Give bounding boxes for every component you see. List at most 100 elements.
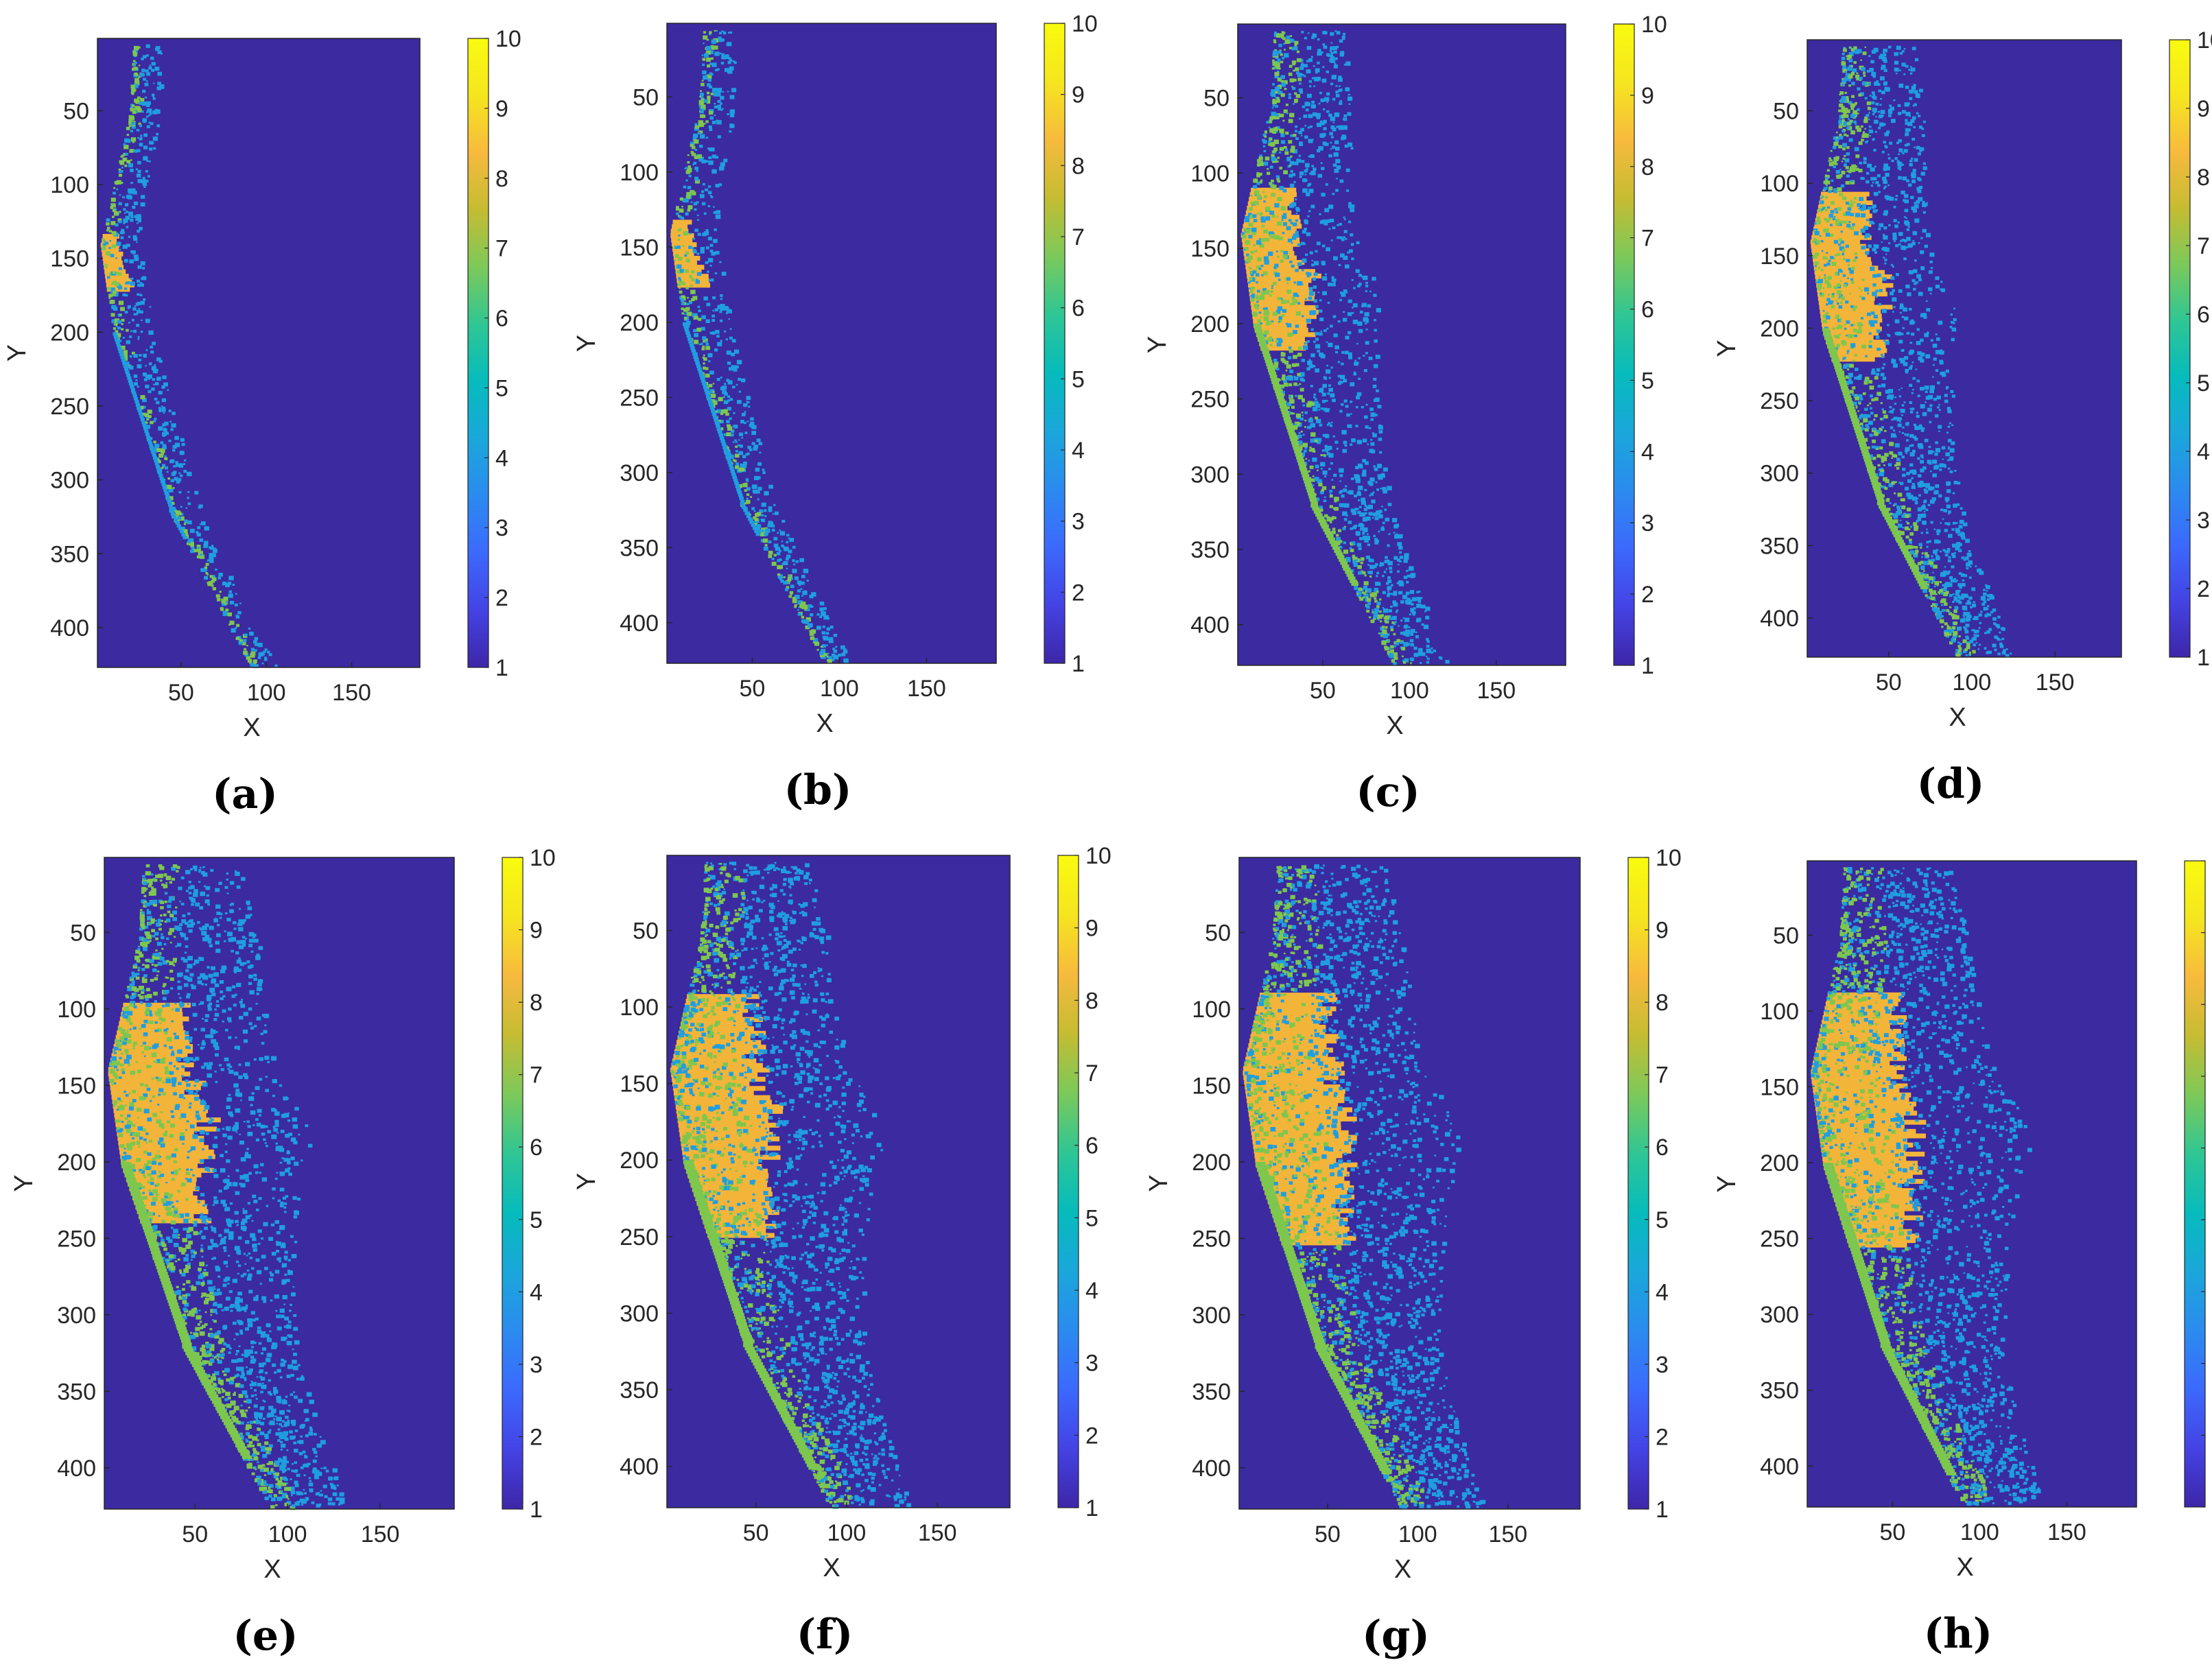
land-cell [145, 365, 147, 367]
land-cell [1321, 244, 1326, 248]
land-cell [146, 125, 150, 128]
land-cell [1953, 318, 1957, 322]
land-cell [1334, 499, 1337, 503]
land-cell [174, 477, 178, 481]
land-cell [1352, 555, 1356, 558]
land-cell [1828, 217, 1831, 220]
land-cell [1362, 438, 1367, 443]
land-cell [1342, 125, 1348, 130]
land-cell [1337, 375, 1341, 378]
land-cell [684, 167, 687, 169]
urban-core-cell [1259, 341, 1308, 346]
land-cell [1888, 411, 1890, 413]
land-cell [1945, 369, 1950, 373]
land-cell [1350, 382, 1355, 387]
land-cell [1856, 77, 1860, 81]
land-cell [692, 191, 696, 195]
land-cell [1835, 137, 1839, 141]
land-cell [1842, 253, 1845, 256]
land-cell [1370, 412, 1376, 417]
land-cell [204, 526, 209, 531]
colorbar [1044, 23, 1066, 664]
land-cell [1365, 341, 1369, 345]
land-cell [1326, 53, 1330, 56]
land-cell [735, 445, 738, 448]
land-cell [831, 658, 834, 661]
land-cell [1269, 336, 1272, 338]
land-cell [729, 59, 733, 62]
land-cell [136, 311, 139, 314]
land-cell [676, 212, 679, 215]
land-cell [715, 410, 718, 413]
land-cell [1300, 281, 1303, 284]
urban-core-cell [1242, 241, 1300, 247]
land-cell [1374, 467, 1378, 471]
land-cell [1833, 257, 1836, 259]
land-cell [163, 382, 168, 387]
land-cell [1379, 610, 1382, 613]
land-cell [142, 89, 146, 93]
coastal-cell [714, 421, 720, 425]
land-cell [1289, 174, 1293, 178]
land-cell [746, 487, 751, 491]
land-cell [1374, 608, 1380, 613]
land-cell [1310, 170, 1316, 176]
land-cell [794, 604, 797, 607]
land-cell [768, 554, 773, 558]
land-cell [1863, 392, 1866, 395]
land-cell [1297, 434, 1302, 438]
land-cell [1329, 58, 1334, 62]
colorbar-tick-label: 2 [1641, 582, 1654, 608]
land-cell [1342, 449, 1347, 453]
land-cell [1846, 145, 1850, 150]
land-cell [736, 383, 738, 386]
land-cell [1297, 346, 1302, 351]
land-cell [1911, 278, 1916, 283]
land-cell [126, 126, 130, 130]
land-cell [1271, 193, 1275, 197]
land-cell [143, 145, 148, 150]
land-cell [1367, 504, 1374, 510]
land-cell [145, 44, 150, 48]
land-cell [172, 449, 176, 452]
land-cell [1342, 32, 1346, 36]
land-cell [1263, 150, 1267, 152]
land-cell [1850, 180, 1855, 185]
land-cell [717, 306, 720, 309]
land-cell [686, 191, 692, 197]
land-cell [705, 188, 709, 191]
land-cell [1981, 602, 1986, 606]
land-cell [1920, 359, 1925, 363]
land-cell [812, 641, 815, 643]
land-cell [248, 631, 254, 636]
land-cell [1894, 198, 1898, 201]
land-cell [1350, 443, 1353, 446]
land-cell [1300, 63, 1305, 67]
land-cell [1923, 510, 1926, 513]
land-cell [1851, 82, 1855, 85]
land-cell [1912, 231, 1918, 235]
land-cell [1889, 442, 1894, 447]
land-cell [149, 306, 152, 308]
land-cell [1855, 167, 1859, 171]
land-cell [781, 562, 785, 566]
land-cell [1840, 240, 1844, 244]
land-cell [1282, 32, 1286, 34]
land-cell [1911, 496, 1917, 501]
land-cell [788, 549, 792, 554]
land-cell [1357, 321, 1363, 326]
land-cell [1302, 345, 1308, 350]
land-cell [1911, 482, 1915, 486]
land-cell [1997, 638, 2000, 641]
land-cell [1297, 353, 1302, 357]
land-cell [1889, 512, 1893, 516]
land-cell [1327, 54, 1330, 58]
land-cell [1320, 467, 1323, 470]
land-cell [767, 523, 772, 527]
land-cell [1409, 613, 1411, 616]
land-cell [1946, 504, 1951, 509]
land-cell [1955, 527, 1960, 532]
land-cell [1890, 276, 1895, 280]
land-cell [1335, 158, 1341, 163]
land-cell [1821, 250, 1824, 252]
